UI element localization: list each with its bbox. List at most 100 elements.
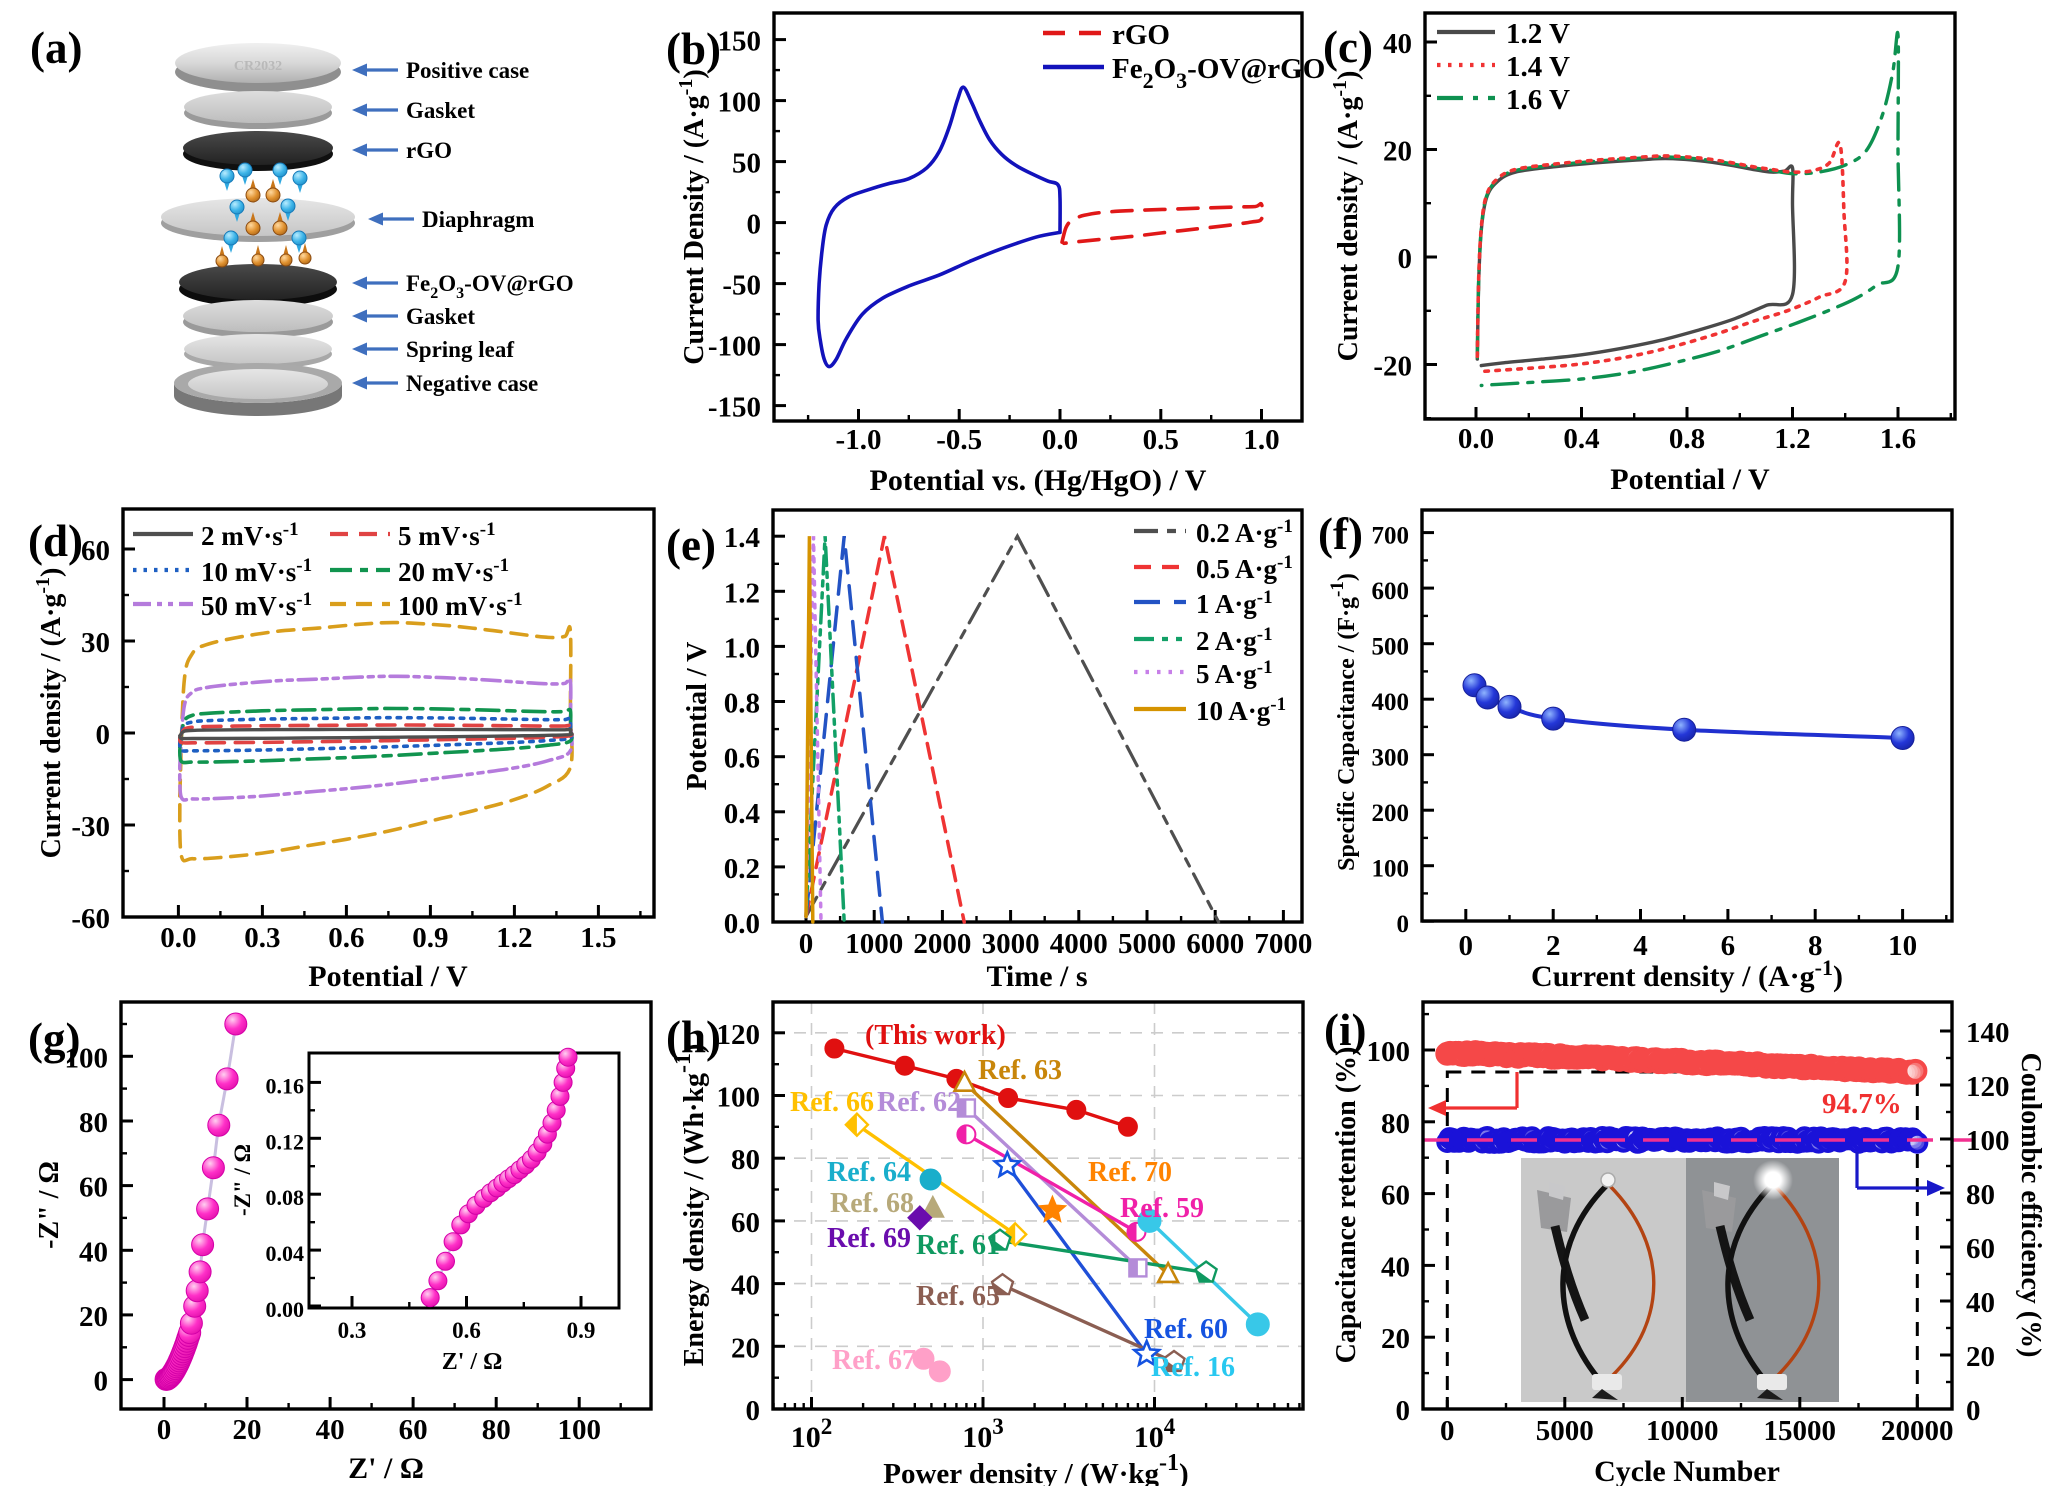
- svg-text:0: 0: [1397, 911, 1410, 938]
- svg-text:60: 60: [1966, 1233, 1995, 1265]
- svg-text:-60: -60: [71, 903, 110, 935]
- svg-text:Ref. 62: Ref. 62: [877, 1087, 961, 1118]
- svg-text:1 A·g-1: 1 A·g-1: [1196, 587, 1273, 619]
- svg-text:0.04: 0.04: [266, 1241, 305, 1266]
- svg-text:Ref. 16: Ref. 16: [1151, 1352, 1235, 1383]
- svg-text:0.3: 0.3: [338, 1318, 367, 1343]
- svg-text:100: 100: [1372, 856, 1410, 883]
- svg-text:0: 0: [94, 1366, 109, 1398]
- svg-text:0.2 A·g-1: 0.2 A·g-1: [1196, 516, 1293, 548]
- svg-text:0: 0: [1396, 1395, 1411, 1427]
- svg-text:1.6: 1.6: [1880, 423, 1916, 455]
- svg-text:100: 100: [718, 87, 762, 119]
- svg-text:0.0: 0.0: [1458, 423, 1494, 455]
- svg-text:100: 100: [557, 1414, 601, 1446]
- svg-text:102: 102: [791, 1414, 833, 1454]
- svg-text:1.2 V: 1.2 V: [1506, 18, 1570, 50]
- svg-text:700: 700: [1372, 523, 1410, 550]
- svg-text:Gasket: Gasket: [406, 304, 475, 329]
- svg-text:0.16: 0.16: [266, 1073, 305, 1098]
- svg-text:(This work): (This work): [865, 1020, 1006, 1051]
- svg-text:rGO: rGO: [1112, 19, 1170, 51]
- svg-text:Current density / (A·g-1): Current density / (A·g-1): [1531, 955, 1843, 993]
- svg-text:(f): (f): [1318, 509, 1363, 559]
- svg-text:20: 20: [1966, 1341, 1995, 1373]
- svg-text:-100: -100: [708, 331, 761, 363]
- svg-text:0.6: 0.6: [452, 1318, 481, 1343]
- svg-text:0.08: 0.08: [266, 1185, 305, 1210]
- svg-text:80: 80: [482, 1414, 511, 1446]
- svg-text:Time / s: Time / s: [986, 960, 1087, 993]
- svg-text:Z' / Ω: Z' / Ω: [348, 1452, 424, 1485]
- svg-text:rGO: rGO: [406, 138, 452, 163]
- svg-text:60: 60: [79, 1172, 108, 1204]
- svg-text:Potential vs. (Hg/HgO) / V: Potential vs. (Hg/HgO) / V: [870, 464, 1207, 497]
- svg-text:(g): (g): [28, 1014, 80, 1064]
- svg-text:60: 60: [731, 1207, 760, 1239]
- svg-text:20000: 20000: [1881, 1415, 1954, 1447]
- svg-text:Current Density / (A·g-1): Current Density / (A·g-1): [675, 69, 710, 364]
- svg-text:0: 0: [746, 1395, 761, 1427]
- svg-text:100: 100: [717, 1082, 761, 1114]
- svg-text:4: 4: [1633, 930, 1648, 962]
- svg-text:Ref. 68: Ref. 68: [830, 1188, 914, 1219]
- svg-text:0.6: 0.6: [724, 743, 760, 775]
- svg-text:60: 60: [81, 535, 110, 567]
- svg-text:2 A·g-1: 2 A·g-1: [1196, 624, 1273, 656]
- svg-text:-20: -20: [1373, 351, 1412, 383]
- svg-text:0: 0: [1398, 243, 1413, 275]
- svg-text:Ref. 69: Ref. 69: [827, 1223, 911, 1254]
- svg-text:0: 0: [1459, 930, 1474, 962]
- svg-text:Potential / V: Potential / V: [308, 960, 468, 993]
- svg-text:5000: 5000: [1536, 1415, 1594, 1447]
- svg-text:5 mV·s-1: 5 mV·s-1: [398, 519, 496, 551]
- svg-text:1.6 V: 1.6 V: [1506, 84, 1570, 116]
- svg-text:0.0: 0.0: [160, 922, 196, 954]
- svg-text:40: 40: [1966, 1287, 1995, 1319]
- svg-text:600: 600: [1372, 578, 1410, 605]
- svg-text:0.9: 0.9: [412, 922, 448, 954]
- svg-text:0.4: 0.4: [1563, 423, 1599, 455]
- svg-text:1.2: 1.2: [496, 922, 532, 954]
- svg-text:100 mV·s-1: 100 mV·s-1: [398, 589, 523, 621]
- svg-text:40: 40: [1383, 28, 1412, 60]
- svg-text:Ref. 64: Ref. 64: [827, 1157, 911, 1188]
- svg-text:1.0: 1.0: [724, 632, 760, 664]
- svg-text:100: 100: [1367, 1036, 1411, 1068]
- svg-text:200: 200: [1372, 800, 1410, 827]
- svg-text:0.9: 0.9: [567, 1318, 596, 1343]
- svg-text:30: 30: [81, 627, 110, 659]
- svg-text:100: 100: [65, 1042, 109, 1074]
- svg-text:0.0: 0.0: [724, 908, 760, 940]
- svg-text:8: 8: [1808, 930, 1823, 962]
- svg-text:10: 10: [1888, 930, 1917, 962]
- svg-text:Ref. 65: Ref. 65: [916, 1281, 1000, 1312]
- svg-text:100: 100: [1966, 1125, 2010, 1157]
- svg-text:50: 50: [732, 148, 761, 180]
- svg-text:Fe2O3-OV@rGO: Fe2O3-OV@rGO: [1112, 53, 1325, 93]
- svg-text:Ref. 63: Ref. 63: [978, 1055, 1062, 1086]
- svg-text:(i): (i): [1324, 1005, 1366, 1055]
- svg-text:Coulombic efficiency (%): Coulombic efficiency (%): [2015, 1053, 2046, 1358]
- svg-text:40: 40: [79, 1236, 108, 1268]
- svg-text:80: 80: [731, 1144, 760, 1176]
- svg-text:10 mV·s-1: 10 mV·s-1: [201, 555, 312, 587]
- svg-text:94.7%: 94.7%: [1822, 1088, 1902, 1120]
- svg-text:20: 20: [79, 1301, 108, 1333]
- svg-text:0: 0: [799, 928, 814, 960]
- svg-text:120: 120: [717, 1019, 761, 1051]
- svg-text:0.3: 0.3: [244, 922, 280, 954]
- svg-text:20: 20: [731, 1332, 760, 1364]
- svg-text:40: 40: [1381, 1251, 1410, 1283]
- svg-text:Diaphragm: Diaphragm: [422, 207, 534, 232]
- svg-text:0: 0: [1440, 1415, 1455, 1447]
- svg-text:Current density / (A·g-1): Current density / (A·g-1): [1329, 71, 1364, 362]
- svg-text:(b): (b): [666, 24, 721, 74]
- svg-text:120: 120: [1966, 1071, 2010, 1103]
- svg-text:(e): (e): [666, 520, 716, 570]
- svg-text:7000: 7000: [1254, 928, 1312, 960]
- svg-text:150: 150: [718, 26, 762, 58]
- svg-text:80: 80: [79, 1107, 108, 1139]
- svg-text:300: 300: [1372, 745, 1410, 772]
- svg-text:Energy density / (Wh·kg-1): Energy density / (Wh·kg-1): [670, 1044, 710, 1367]
